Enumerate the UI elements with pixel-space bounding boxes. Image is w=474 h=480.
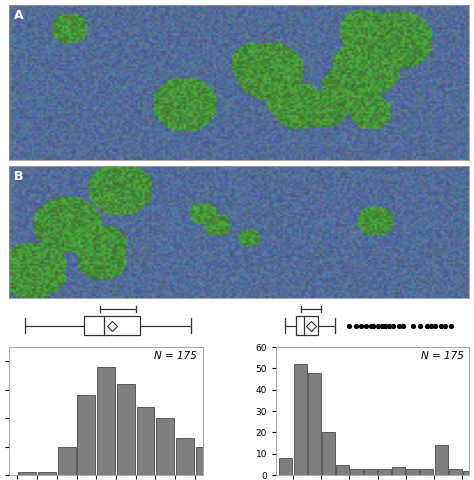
Bar — [463, 471, 474, 475]
Bar — [378, 469, 391, 475]
Text: B: B — [14, 170, 24, 183]
Text: A: A — [14, 10, 24, 23]
Bar — [38, 472, 56, 475]
Bar — [280, 458, 292, 475]
Bar — [350, 469, 363, 475]
Bar — [420, 469, 433, 475]
Bar — [364, 469, 377, 475]
Bar — [58, 447, 75, 475]
Bar — [308, 372, 320, 475]
Bar — [176, 438, 194, 475]
Bar — [336, 465, 349, 475]
Bar — [117, 384, 135, 475]
Bar — [449, 469, 462, 475]
Bar — [293, 364, 307, 475]
Bar — [77, 396, 95, 475]
Bar — [392, 467, 405, 475]
Bar — [406, 469, 419, 475]
Bar — [18, 472, 36, 475]
Bar — [84, 316, 139, 335]
Bar — [137, 407, 155, 475]
Bar — [296, 316, 319, 335]
Bar — [196, 447, 213, 475]
Bar — [97, 367, 115, 475]
Bar — [156, 418, 174, 475]
Bar — [322, 432, 335, 475]
Text: N = 175: N = 175 — [420, 351, 464, 361]
Bar — [435, 445, 447, 475]
Text: N = 175: N = 175 — [154, 351, 197, 361]
